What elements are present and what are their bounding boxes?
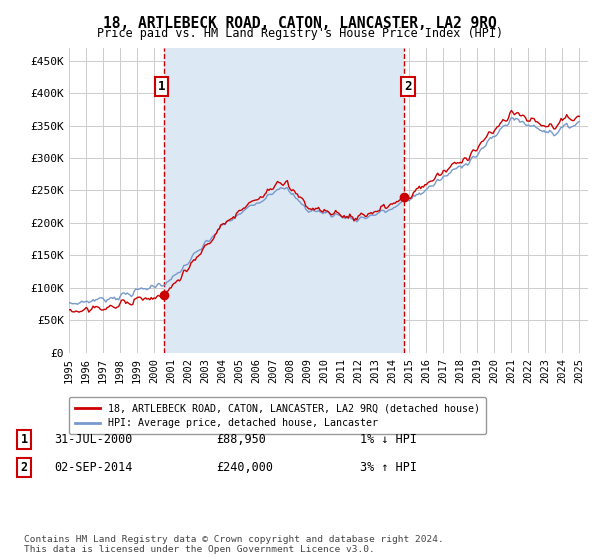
- Text: 1: 1: [20, 433, 28, 446]
- Text: 1% ↓ HPI: 1% ↓ HPI: [360, 433, 417, 446]
- Text: 31-JUL-2000: 31-JUL-2000: [54, 433, 133, 446]
- Text: 2: 2: [20, 461, 28, 474]
- Text: £88,950: £88,950: [216, 433, 266, 446]
- Text: £240,000: £240,000: [216, 461, 273, 474]
- Text: 3% ↑ HPI: 3% ↑ HPI: [360, 461, 417, 474]
- Legend: 18, ARTLEBECK ROAD, CATON, LANCASTER, LA2 9RQ (detached house), HPI: Average pri: 18, ARTLEBECK ROAD, CATON, LANCASTER, LA…: [69, 398, 486, 435]
- Text: 18, ARTLEBECK ROAD, CATON, LANCASTER, LA2 9RQ: 18, ARTLEBECK ROAD, CATON, LANCASTER, LA…: [103, 16, 497, 31]
- Bar: [164, 48, 404, 353]
- Text: Contains HM Land Registry data © Crown copyright and database right 2024.
This d: Contains HM Land Registry data © Crown c…: [24, 535, 444, 554]
- Text: 2: 2: [404, 80, 412, 93]
- Text: 1: 1: [158, 80, 165, 93]
- Text: 02-SEP-2014: 02-SEP-2014: [54, 461, 133, 474]
- Text: Price paid vs. HM Land Registry's House Price Index (HPI): Price paid vs. HM Land Registry's House …: [97, 27, 503, 40]
